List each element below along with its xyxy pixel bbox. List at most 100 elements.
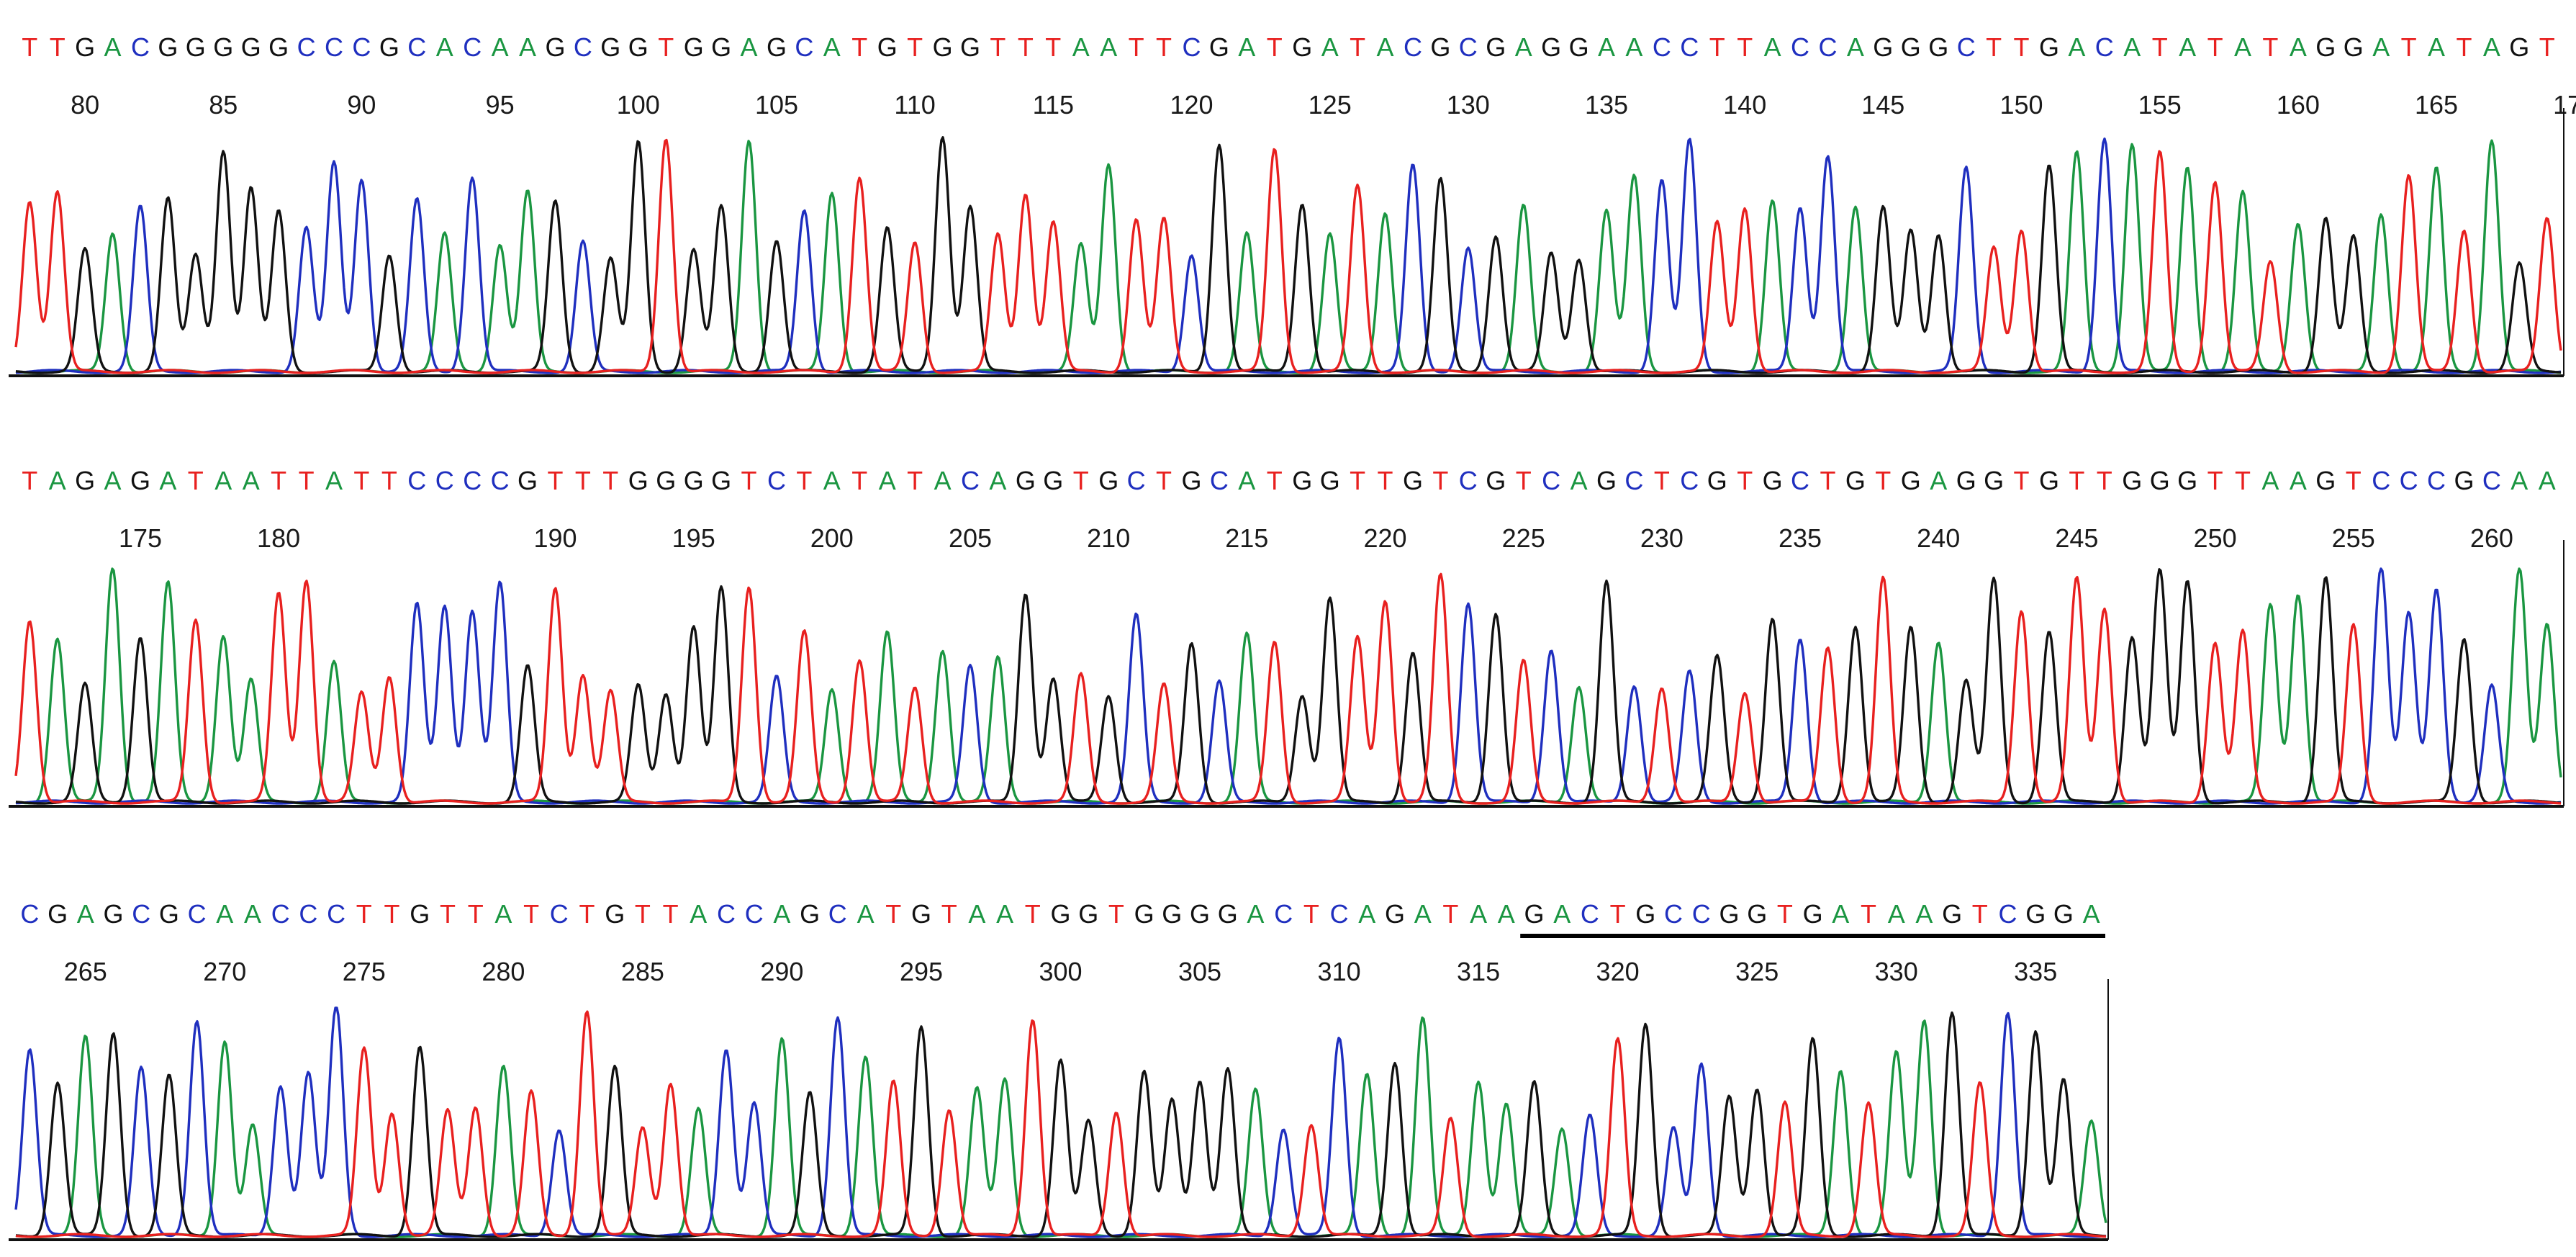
base-call: T (1073, 466, 1089, 495)
position-tick-label: 85 (209, 90, 238, 120)
base-call: G (605, 899, 625, 929)
base-call: G (2315, 466, 2336, 495)
base-call: T (941, 899, 957, 929)
base-call: C (1664, 899, 1683, 929)
base-call: C (2095, 32, 2114, 62)
base-call: C (2482, 466, 2501, 495)
base-call: A (1625, 32, 1642, 62)
base-call: T (523, 899, 539, 929)
base-call: G (711, 466, 731, 495)
base-call: G (241, 32, 261, 62)
base-call: A (1553, 899, 1571, 929)
base-call: G (1763, 466, 1783, 495)
base-call: T (1654, 466, 1670, 495)
position-tick-label: 325 (1735, 957, 1779, 986)
base-call: T (2014, 32, 2030, 62)
base-call: T (2014, 466, 2030, 495)
base-call: C (961, 466, 980, 495)
base-call: C (717, 899, 736, 929)
base-call: T (2262, 32, 2278, 62)
base-call: T (907, 466, 923, 495)
base-call: G (2509, 32, 2529, 62)
base-call: T (2346, 466, 2362, 495)
base-call: A (1930, 466, 1947, 495)
position-tick-label: 255 (2332, 523, 2375, 553)
base-call: A (857, 899, 875, 929)
base-call: C (2372, 466, 2390, 495)
base-call: G (130, 466, 150, 495)
base-call: G (628, 466, 648, 495)
base-call: G (960, 32, 980, 62)
base-call: T (1025, 899, 1041, 929)
base-call: G (684, 466, 704, 495)
base-call: T (468, 899, 484, 929)
base-call: G (1292, 32, 1312, 62)
base-call: A (996, 899, 1013, 929)
trace-G (15, 568, 2562, 805)
base-call: T (1378, 466, 1393, 495)
base-call: A (325, 466, 343, 495)
base-call: G (877, 32, 898, 62)
base-call: C (271, 899, 290, 929)
base-call: C (1581, 899, 1599, 929)
base-call: C (1999, 899, 2017, 929)
base-call: A (690, 899, 707, 929)
base-call: G (1707, 466, 1727, 495)
base-call: A (492, 32, 509, 62)
base-call: G (1050, 899, 1070, 929)
position-tick-label: 300 (1039, 957, 1082, 986)
base-call: C (352, 32, 371, 62)
base-call: G (1292, 466, 1312, 495)
base-call: G (1596, 466, 1617, 495)
base-call: T (575, 466, 591, 495)
position-tick-label: 160 (2277, 90, 2320, 120)
base-call: A (1571, 466, 1588, 495)
position-tick-label: 305 (1178, 957, 1221, 986)
base-call: T (50, 32, 65, 62)
base-call: A (1247, 899, 1264, 929)
base-call: G (1218, 899, 1238, 929)
base-call: T (1709, 32, 1725, 62)
base-call: G (1942, 899, 1962, 929)
position-tick-label: 290 (760, 957, 803, 986)
position-tick-label: 170 (2553, 90, 2576, 120)
position-tick-label: 145 (1861, 90, 1904, 120)
base-call: A (1321, 32, 1339, 62)
position-tick-label: 335 (2014, 957, 2057, 986)
base-call: T (990, 32, 1005, 62)
base-call: G (1524, 899, 1544, 929)
base-call: A (989, 466, 1006, 495)
base-call: T (851, 32, 867, 62)
base-call: T (1156, 466, 1172, 495)
position-tick-label: 280 (482, 957, 525, 986)
base-call: C (407, 32, 426, 62)
base-call: A (1847, 32, 1864, 62)
base-call: T (1610, 899, 1626, 929)
base-call: T (2539, 32, 2555, 62)
base-call: G (656, 466, 676, 495)
base-call: C (1459, 466, 1478, 495)
trace-G (15, 1011, 2107, 1238)
base-call: A (1598, 32, 1615, 62)
position-tick-label: 210 (1087, 523, 1130, 553)
base-call: G (268, 32, 289, 62)
base-call: T (741, 466, 757, 495)
position-tick-label: 100 (617, 90, 660, 120)
base-call: A (2428, 32, 2445, 62)
base-call: G (800, 899, 820, 929)
base-call: T (548, 466, 564, 495)
base-call: T (1350, 32, 1365, 62)
base-call: G (1873, 32, 1893, 62)
base-call: T (907, 32, 923, 62)
position-tick-label: 315 (1457, 957, 1500, 986)
base-call: T (2097, 466, 2112, 495)
base-call: C (1459, 32, 1478, 62)
trace-T (14, 138, 2562, 374)
base-call: C (435, 466, 454, 495)
position-tick-label: 90 (347, 90, 376, 120)
position-tick-label: 200 (810, 523, 854, 553)
base-call: A (2511, 466, 2528, 495)
base-call: G (213, 32, 233, 62)
position-tick-label: 225 (1502, 523, 1545, 553)
base-call: A (1764, 32, 1781, 62)
